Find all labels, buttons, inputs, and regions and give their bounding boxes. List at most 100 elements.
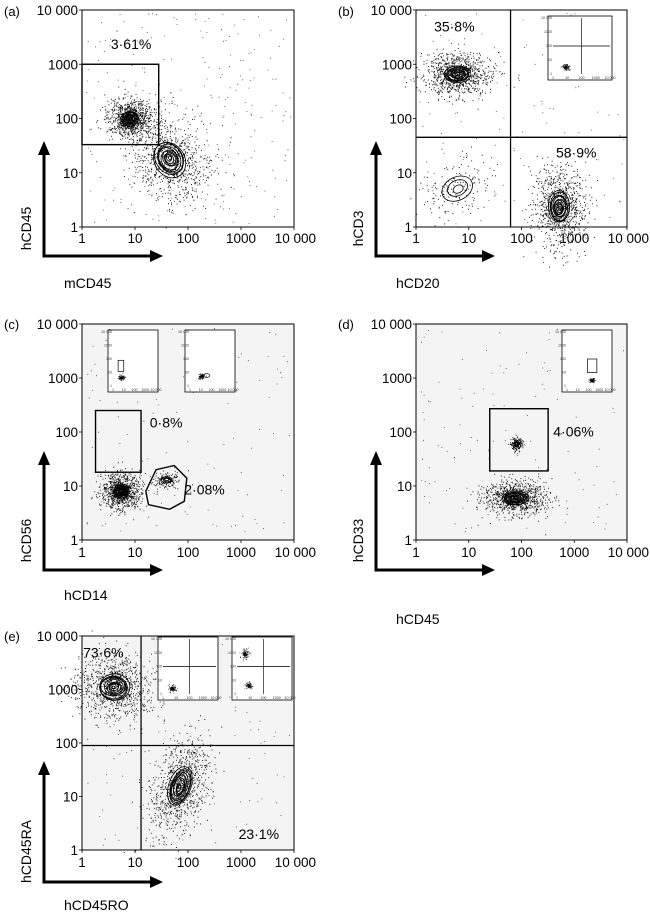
inset-y-tick-label: 10 — [158, 678, 162, 682]
inset-x-tick-label: 1000 — [199, 696, 207, 700]
y-tick-label: 1 — [70, 843, 78, 858]
y-tick-label: 1000 — [382, 57, 412, 72]
gate-0 — [94, 409, 142, 473]
inset-y-tick-label: 10 — [108, 371, 112, 375]
inset-x-tick-label: 10 000 — [211, 696, 222, 700]
inset-y-tick-label: 10 000 — [541, 16, 552, 20]
x-tick-label: 10 000 — [608, 545, 649, 560]
inset-x-tick-label: 10 000 — [605, 388, 616, 392]
y-axis-title: hCD45 — [18, 207, 34, 251]
y-tick-label: 100 — [389, 112, 412, 127]
y-tick-label: 10 000 — [37, 317, 78, 332]
x-tick-label: 1000 — [226, 855, 256, 870]
inset-frame — [107, 329, 159, 393]
x-tick-label: 10 000 — [608, 231, 649, 246]
y-axis-arrowhead — [38, 761, 50, 775]
gate-inset1-0 — [203, 373, 211, 378]
inset-y-tick-label: 1 — [550, 72, 552, 76]
population-0-1-contours — [153, 142, 187, 179]
population-2-1-contours — [161, 476, 173, 484]
x-tick-label: 10 — [461, 231, 476, 246]
inset-x-tick-label: 1 — [112, 388, 114, 392]
x-axis-arrowhead — [482, 564, 495, 576]
panel-letter: (b) — [338, 4, 354, 19]
inset-x-tick-label: 10 — [122, 388, 126, 392]
x-tick-label: 1 — [78, 231, 86, 246]
x-axis-arrowhead — [482, 250, 495, 262]
y-tick-label: 1000 — [382, 371, 412, 386]
inset-x-tick-label: 10 — [199, 388, 203, 392]
x-axis-title: hCD14 — [64, 587, 108, 603]
inset-y-tick-label: 1 — [187, 384, 189, 388]
inset-y-tick-label: 1 — [564, 384, 566, 388]
inset-y-tick-label: 1 — [234, 692, 236, 696]
inset-frame — [561, 329, 613, 393]
y-axis-title: hCD56 — [18, 519, 34, 563]
x-tick-label: 100 — [510, 231, 533, 246]
inset-y-tick-label: 10 — [562, 371, 566, 375]
gate-0 — [489, 408, 549, 472]
inset-x-tick-label: 10 — [576, 388, 580, 392]
y-axis-arrowhead — [38, 141, 50, 155]
inset-y-tick-label: 1000 — [181, 344, 189, 348]
population-4-inset0-0-contours — [170, 687, 175, 691]
inset-y-tick-label: 10 — [548, 58, 552, 62]
inset-x-tick-label: 100 — [586, 388, 592, 392]
inset-x-tick-label: 100 — [132, 388, 138, 392]
population-3-1-contours — [513, 440, 520, 447]
x-tick-label: 100 — [177, 231, 200, 246]
inset-x-tick-label: 100 — [187, 696, 193, 700]
gate-percentage: 4·06% — [553, 424, 593, 440]
inset-y-tick-label: 100 — [230, 665, 236, 669]
inset-x-tick-label: 10 000 — [151, 388, 162, 392]
x-axis-title: mCD45 — [64, 275, 112, 291]
y-tick-label: 10 — [63, 790, 78, 805]
population-3-0-events — [467, 473, 569, 536]
gate-1 — [145, 464, 188, 511]
inset-x-tick-label: 1000 — [141, 388, 149, 392]
y-axis-title: hCD3 — [350, 210, 366, 246]
y-tick-label: 10 000 — [371, 317, 412, 332]
x-tick-label: 10 — [127, 231, 142, 246]
y-tick-label: 1 — [404, 220, 412, 235]
inset-y-tick-label: 10 000 — [225, 637, 236, 641]
inset-x-tick-label: 100 — [261, 696, 267, 700]
inset-y-tick-label: 100 — [183, 357, 189, 361]
y-tick-label: 1 — [70, 220, 78, 235]
y-tick-label: 10 — [63, 166, 78, 181]
population-4-0-contours — [99, 673, 131, 701]
y-tick-label: 10 000 — [37, 3, 78, 18]
x-axis-title: hCD20 — [396, 275, 440, 291]
inset-y-tick-label: 1000 — [228, 651, 236, 655]
inset-x-tick-label: 10 000 — [605, 76, 616, 80]
quadrant-percentage: 73·6% — [83, 644, 123, 660]
y-axis-arrowhead — [370, 451, 382, 465]
inset-x-tick-label: 1000 — [592, 76, 600, 80]
gate-percentage: 2·08% — [184, 481, 224, 497]
inset-x-tick-label: 1 — [162, 696, 164, 700]
x-axis-arrowhead — [150, 876, 163, 888]
y-tick-label: 100 — [389, 425, 412, 440]
gate-percentage: 0·8% — [150, 415, 183, 431]
gate-inset0-0 — [117, 359, 125, 372]
inset-x-tick-label: 1 — [566, 388, 568, 392]
inset-y-tick-label: 1 — [160, 692, 162, 696]
inset-x-tick-label: 100 — [579, 76, 585, 80]
inset-y-tick-label: 1000 — [544, 30, 552, 34]
panel-letter: (a) — [4, 4, 20, 19]
inset-y-tick-label: 1000 — [154, 651, 162, 655]
y-tick-label: 10 — [63, 479, 78, 494]
gate-inset0-0 — [587, 358, 598, 373]
y-axis-title: hCD33 — [350, 519, 366, 563]
x-tick-label: 10 — [127, 545, 142, 560]
inset-y-tick-label: 1000 — [104, 344, 112, 348]
population-0-0-contours — [120, 111, 139, 127]
